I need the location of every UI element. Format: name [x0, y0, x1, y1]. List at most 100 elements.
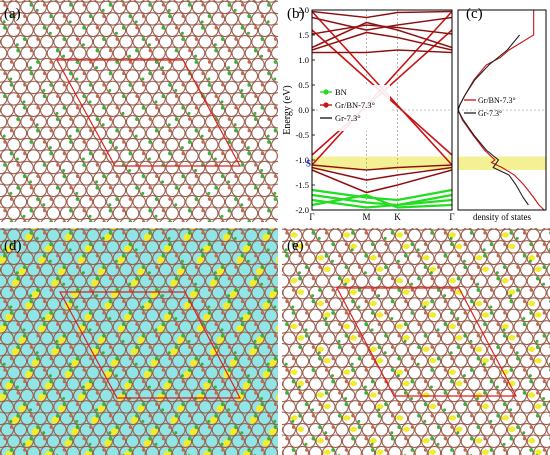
nitrogen-atom — [542, 448, 547, 452]
boron-atom — [350, 248, 354, 252]
boron-atom — [240, 322, 245, 327]
boron-atom — [522, 322, 527, 327]
carbon-ring — [106, 354, 120, 368]
nitrogen-atom — [324, 368, 329, 372]
carbon-ring — [0, 377, 14, 391]
carbon-ring — [199, 0, 211, 3]
carbon-ring — [28, 228, 40, 231]
carbon-ring — [199, 228, 211, 231]
carbon-ring — [454, 240, 468, 254]
carbon-ring — [295, 331, 310, 346]
carbon-ring — [132, 400, 146, 414]
boron-atom — [101, 236, 105, 240]
boron-atom — [542, 265, 547, 270]
legend-entry: BN — [335, 87, 347, 97]
boron-atom — [181, 265, 186, 270]
boron-atom — [29, 299, 34, 304]
carbon-ring — [20, 411, 34, 426]
carbon-ring — [185, 217, 199, 222]
nitrogen-atom — [522, 368, 527, 372]
boron-atom — [135, 413, 139, 418]
density-lobe — [428, 357, 437, 364]
carbon-ring — [0, 23, 8, 38]
boron-atom — [390, 431, 394, 435]
carbon-ring — [66, 149, 80, 163]
density-lobe — [289, 323, 298, 330]
carbon-ring — [106, 400, 120, 414]
boron-atom — [115, 288, 120, 292]
carbon-ring — [218, 411, 232, 426]
carbon-ring — [172, 445, 186, 455]
carbon-ring — [139, 92, 153, 106]
carbon-ring — [447, 411, 461, 426]
nitrogen-atom — [509, 345, 514, 349]
carbon-ring — [500, 342, 514, 357]
boron-atom — [227, 71, 232, 76]
carbon-ring — [361, 354, 376, 368]
carbon-ring — [112, 183, 127, 198]
boron-atom — [377, 276, 382, 281]
carbon-ring — [282, 228, 290, 243]
boron-atom — [3, 390, 7, 395]
boron-atom — [311, 368, 316, 372]
boron-atom — [42, 316, 46, 320]
boron-atom — [62, 168, 66, 172]
nitrogen-atom — [542, 379, 547, 384]
carbon-ring — [0, 103, 14, 118]
nitrogen-atom — [443, 436, 448, 441]
boron-atom — [324, 431, 328, 435]
carbon-ring — [205, 388, 219, 403]
boron-atom — [331, 379, 336, 384]
nitrogen-atom — [188, 276, 192, 281]
carbon-ring — [388, 285, 402, 300]
carbon-ring — [99, 92, 113, 106]
carbon-ring — [388, 308, 402, 323]
carbon-ring — [0, 183, 8, 198]
carbon-ring — [158, 172, 173, 186]
density-lobe — [275, 256, 278, 264]
carbon-ring — [14, 0, 26, 3]
carbon-ring — [59, 183, 74, 198]
nitrogen-atom — [364, 368, 368, 372]
boron-atom — [154, 60, 159, 64]
boron-atom — [311, 299, 316, 304]
carbon-ring — [533, 377, 547, 391]
carbon-ring — [125, 0, 140, 15]
density-lobe — [421, 437, 430, 444]
nitrogen-atom — [181, 379, 185, 384]
boron-atom — [227, 66, 231, 70]
carbon-ring — [33, 69, 47, 83]
boron-atom — [48, 31, 52, 35]
carbon-ring — [414, 400, 428, 414]
carbon-ring — [226, 0, 238, 3]
boron-atom — [101, 8, 105, 12]
nitrogen-atom — [227, 414, 232, 418]
nitrogen-atom — [3, 208, 7, 213]
nitrogen-atom — [128, 197, 133, 201]
carbon-ring — [218, 228, 232, 243]
carbon-ring — [454, 445, 468, 455]
carbon-ring — [271, 434, 278, 448]
boron-atom — [88, 442, 92, 446]
carbon-ring — [361, 445, 376, 455]
nitrogen-atom — [410, 288, 415, 292]
density-lobe — [289, 277, 298, 284]
nitrogen-atom — [89, 356, 93, 361]
carbon-ring — [467, 445, 481, 455]
carbon-ring — [238, 285, 252, 300]
nitrogen-atom — [227, 117, 232, 121]
carbon-ring — [238, 377, 252, 391]
carbon-ring — [239, 0, 251, 3]
boron-atom — [450, 310, 454, 315]
boron-atom — [522, 316, 526, 320]
carbon-ring — [289, 297, 303, 311]
carbon-ring — [26, 285, 41, 300]
nitrogen-atom — [305, 311, 309, 315]
boron-atom — [417, 276, 421, 281]
carbon-ring — [211, 377, 226, 391]
density-lobe — [369, 300, 377, 307]
boron-atom — [240, 390, 245, 395]
carbon-ring — [173, 0, 185, 3]
carbon-ring — [67, 0, 79, 3]
boron-atom — [48, 146, 52, 150]
